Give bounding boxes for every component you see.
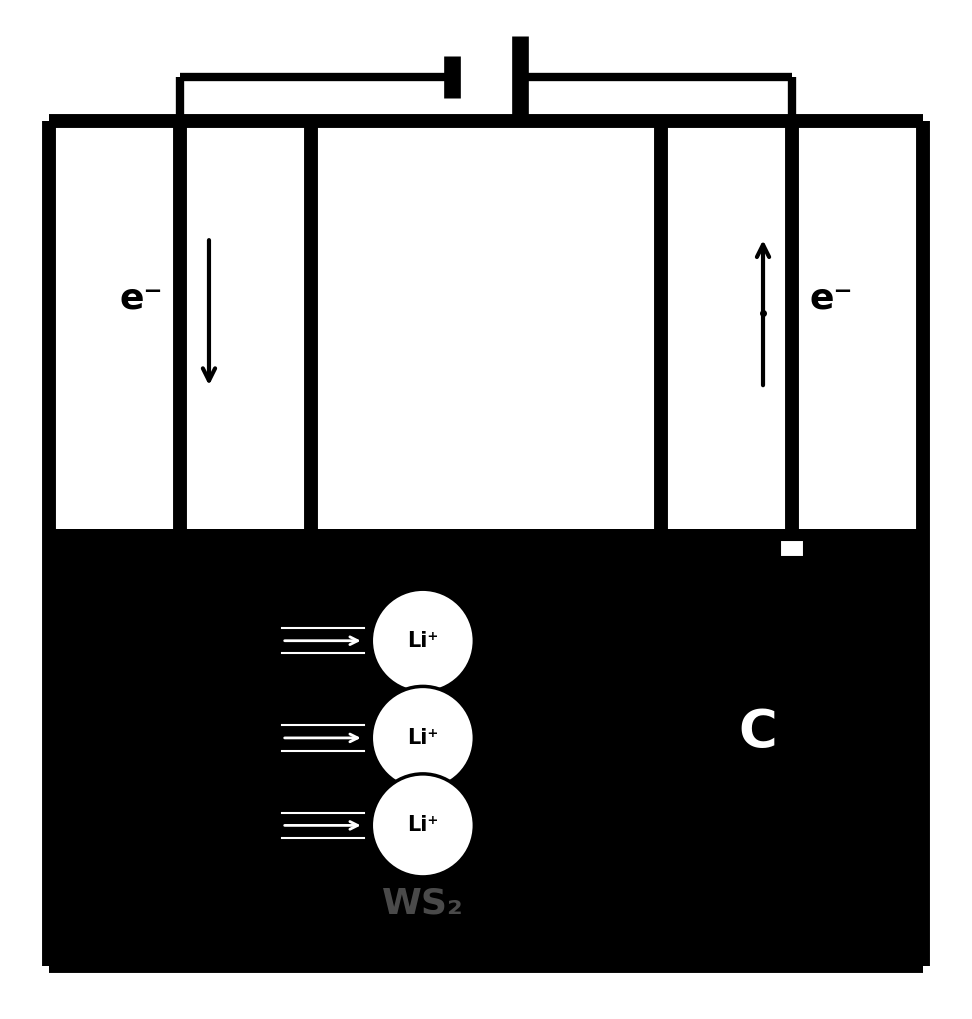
Text: Li⁺: Li⁺ xyxy=(407,815,438,836)
Bar xyxy=(661,120,923,529)
Text: WS₂: WS₂ xyxy=(382,887,464,920)
Circle shape xyxy=(371,589,474,692)
Bar xyxy=(49,568,923,966)
Bar xyxy=(49,120,311,529)
Text: e⁻: e⁻ xyxy=(810,281,852,315)
Text: C: C xyxy=(739,707,778,759)
Bar xyxy=(780,540,805,557)
Text: Li⁺: Li⁺ xyxy=(407,631,438,651)
Circle shape xyxy=(371,687,474,790)
Circle shape xyxy=(371,773,474,877)
Text: e⁻: e⁻ xyxy=(120,281,162,315)
Text: Li⁺: Li⁺ xyxy=(407,728,438,748)
Bar xyxy=(49,529,923,568)
